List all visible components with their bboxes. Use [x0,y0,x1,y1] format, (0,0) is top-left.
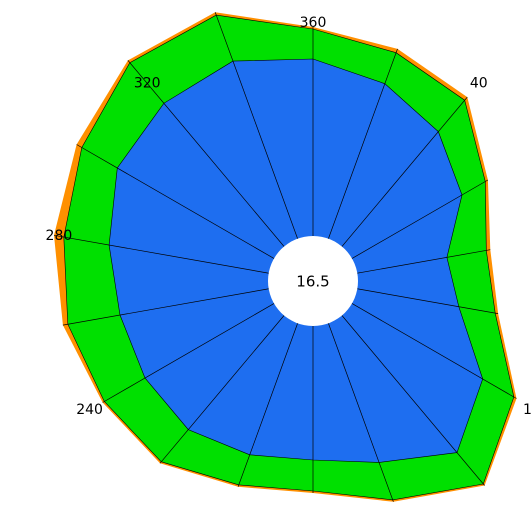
spoke-320 [127,60,314,282]
direction-label-40: 40 [470,75,488,91]
direction-label-360: 360 [300,15,327,31]
direction-label-240: 240 [76,402,103,418]
direction-label-120: 120 [523,402,531,418]
series-edge-0 [108,58,484,463]
direction-label-320: 320 [134,75,161,91]
direction-labels: 3604080120160200240280320 [46,15,531,418]
spoke-340 [214,12,314,282]
spoke-300 [76,144,314,282]
center-value-label: 16.5 [296,273,329,291]
series-edge-1 [63,14,515,501]
direction-label-280: 280 [46,228,73,244]
center-hole [268,236,358,326]
